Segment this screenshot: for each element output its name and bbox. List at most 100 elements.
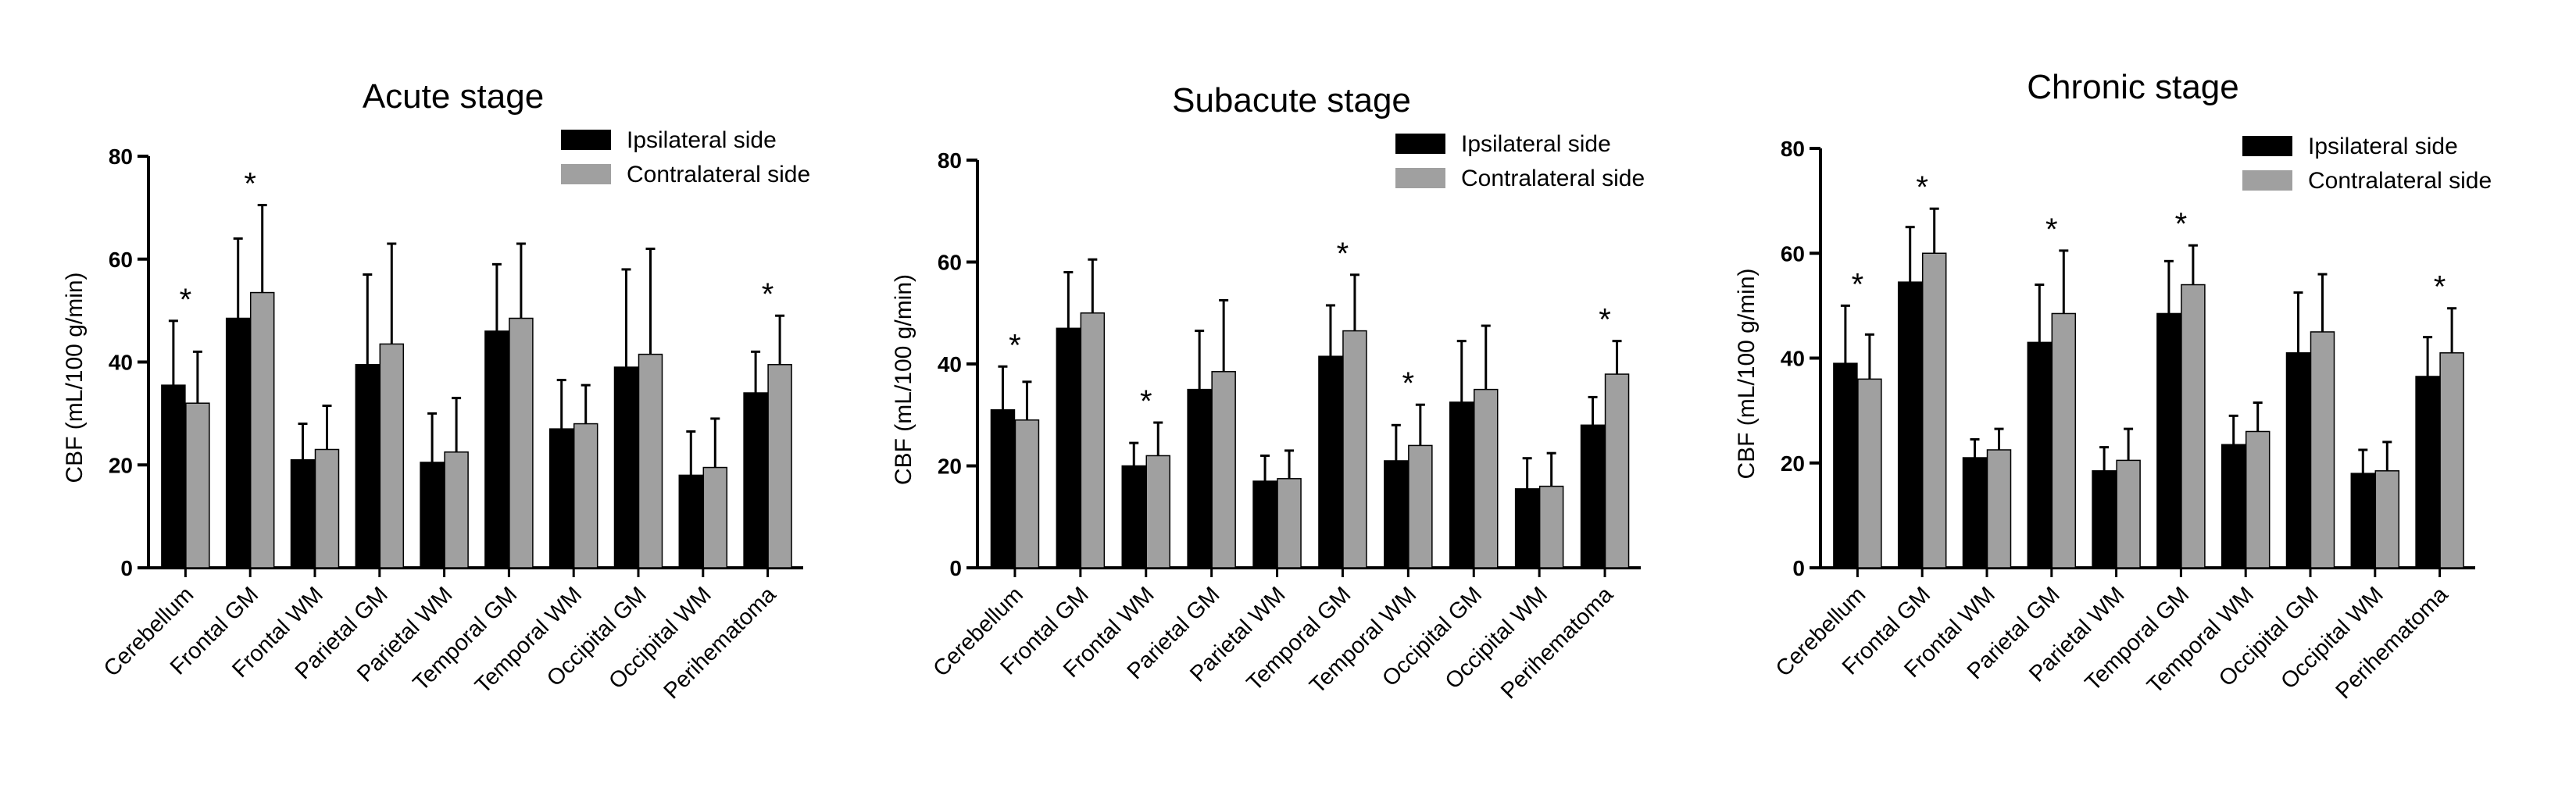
bar-ipsilateral-side bbox=[1514, 488, 1540, 569]
bar-ipsilateral-side bbox=[2350, 473, 2376, 569]
bar-contralateral-side bbox=[1604, 373, 1630, 569]
bar-contralateral-side bbox=[1342, 330, 1367, 569]
y-tick-label: 80 bbox=[109, 144, 133, 169]
significance-star: * bbox=[1140, 384, 1152, 419]
y-tick-label: 60 bbox=[109, 248, 133, 272]
y-tick-label: 0 bbox=[1792, 556, 1805, 580]
bar-ipsilateral-side bbox=[990, 408, 1016, 569]
category-label: Perihematoma bbox=[659, 582, 782, 704]
bar-ipsilateral-side bbox=[613, 366, 639, 569]
legend-label-contralateral-side: Contralateral side bbox=[2308, 168, 2492, 194]
bar-contralateral-side bbox=[702, 466, 728, 569]
bar-ipsilateral-side bbox=[225, 317, 251, 569]
bar-contralateral-side bbox=[379, 343, 405, 569]
bar-ipsilateral-side bbox=[1252, 480, 1277, 569]
bar-contralateral-side bbox=[2051, 312, 2077, 569]
bar-contralateral-side bbox=[1408, 444, 1433, 569]
legend-swatch-contralateral-side bbox=[2242, 170, 2292, 191]
bar-contralateral-side bbox=[2374, 470, 2400, 569]
y-tick-label: 0 bbox=[120, 556, 133, 580]
bar-ipsilateral-side bbox=[2156, 312, 2181, 569]
chart-title: Acute stage bbox=[363, 77, 544, 116]
bar-contralateral-side bbox=[1857, 378, 1882, 569]
bar-contralateral-side bbox=[314, 448, 340, 569]
bar-ipsilateral-side bbox=[355, 364, 381, 569]
significance-star: * bbox=[762, 277, 774, 312]
legend-label-ipsilateral-side: Ipsilateral side bbox=[627, 127, 777, 153]
bar-ipsilateral-side bbox=[2221, 444, 2246, 569]
bar-ipsilateral-side bbox=[1897, 281, 1923, 569]
significance-star: * bbox=[1337, 237, 1349, 271]
bar-ipsilateral-side bbox=[1580, 424, 1606, 569]
legend-swatch-ipsilateral-side bbox=[1395, 134, 1445, 154]
y-tick-label: 40 bbox=[938, 352, 962, 376]
bar-ipsilateral-side bbox=[2285, 352, 2311, 569]
y-tick-label: 20 bbox=[109, 453, 133, 477]
bar-ipsilateral-side bbox=[1384, 460, 1409, 569]
bar-contralateral-side bbox=[185, 402, 210, 569]
chart-title: Subacute stage bbox=[1172, 81, 1411, 119]
bar-ipsilateral-side bbox=[1962, 457, 1988, 569]
significance-star: * bbox=[1852, 267, 1864, 301]
subacute-stage-chart: Subacute stage 0 20 40 60 80 CBF (mL/100 g/min… bbox=[891, 81, 1645, 704]
acute-stage-chart: Acute stage 0 20 40 60 80 CBF (mL/100 g/min) * C… bbox=[62, 77, 810, 704]
bar-contralateral-side bbox=[2439, 352, 2464, 569]
bar-ipsilateral-side bbox=[743, 392, 768, 569]
bar-contralateral-side bbox=[1211, 371, 1236, 569]
y-tick-label: 40 bbox=[1781, 347, 1805, 371]
bar-contralateral-side bbox=[2245, 430, 2271, 569]
legend-swatch-ipsilateral-side bbox=[2242, 136, 2292, 156]
bar-contralateral-side bbox=[1474, 388, 1499, 569]
significance-star: * bbox=[1599, 303, 1611, 337]
bar-ipsilateral-side bbox=[1449, 401, 1474, 569]
category-label: Perihematoma bbox=[1496, 582, 1619, 704]
bar-ipsilateral-side bbox=[1056, 327, 1081, 569]
significance-star: * bbox=[1402, 366, 1415, 401]
bar-contralateral-side bbox=[1277, 478, 1302, 569]
bar-contralateral-side bbox=[1014, 419, 1040, 569]
legend-swatch-contralateral-side bbox=[561, 164, 611, 184]
legend-label-ipsilateral-side: Ipsilateral side bbox=[2308, 134, 2458, 159]
legend-label-contralateral-side: Contralateral side bbox=[1461, 166, 1645, 191]
y-tick-label: 60 bbox=[1781, 241, 1805, 266]
y-tick-label: 80 bbox=[938, 148, 962, 173]
y-tick-label: 40 bbox=[109, 351, 133, 375]
legend-swatch-contralateral-side bbox=[1395, 168, 1445, 188]
significance-star: * bbox=[180, 283, 192, 317]
bar-ipsilateral-side bbox=[1833, 362, 1858, 569]
y-axis-label: CBF (mL/100 g/min) bbox=[62, 272, 88, 483]
bar-contralateral-side bbox=[1080, 312, 1106, 569]
bar-ipsilateral-side bbox=[678, 474, 704, 569]
bar-contralateral-side bbox=[1986, 449, 2012, 569]
bar-contralateral-side bbox=[1921, 252, 1947, 569]
bar-contralateral-side bbox=[638, 353, 663, 569]
y-axis-label: CBF (mL/100 g/min) bbox=[1734, 268, 1760, 479]
y-axis-label: CBF (mL/100 g/min) bbox=[891, 274, 916, 485]
bar-ipsilateral-side bbox=[2415, 376, 2440, 569]
y-tick-label: 20 bbox=[938, 455, 962, 479]
y-tick-label: 20 bbox=[1781, 451, 1805, 476]
legend-label-contralateral-side: Contralateral side bbox=[627, 162, 810, 187]
bar-ipsilateral-side bbox=[161, 384, 186, 569]
y-tick-label: 60 bbox=[938, 251, 962, 275]
bar-ipsilateral-side bbox=[290, 458, 316, 569]
chronic-stage-chart: Chronic stage 0 20 40 60 80 CBF (mL/100 g/min)… bbox=[1734, 68, 2492, 704]
bar-ipsilateral-side bbox=[484, 330, 509, 569]
category-label: Perihematoma bbox=[2331, 582, 2454, 704]
significance-star: * bbox=[2434, 270, 2446, 305]
significance-star: * bbox=[2175, 207, 2188, 241]
bar-contralateral-side bbox=[767, 364, 792, 569]
bar-ipsilateral-side bbox=[420, 462, 445, 569]
bar-ipsilateral-side bbox=[548, 428, 574, 569]
y-tick-label: 0 bbox=[949, 556, 962, 580]
significance-star: * bbox=[1916, 170, 1928, 205]
bar-ipsilateral-side bbox=[1121, 465, 1146, 569]
bar-contralateral-side bbox=[573, 423, 598, 569]
significance-star: * bbox=[2045, 212, 2058, 247]
chart-title: Chronic stage bbox=[2027, 68, 2238, 106]
legend-swatch-ipsilateral-side bbox=[561, 130, 611, 150]
significance-star: * bbox=[1009, 328, 1021, 362]
bar-ipsilateral-side bbox=[1187, 388, 1212, 569]
bar-contralateral-side bbox=[2181, 284, 2206, 569]
